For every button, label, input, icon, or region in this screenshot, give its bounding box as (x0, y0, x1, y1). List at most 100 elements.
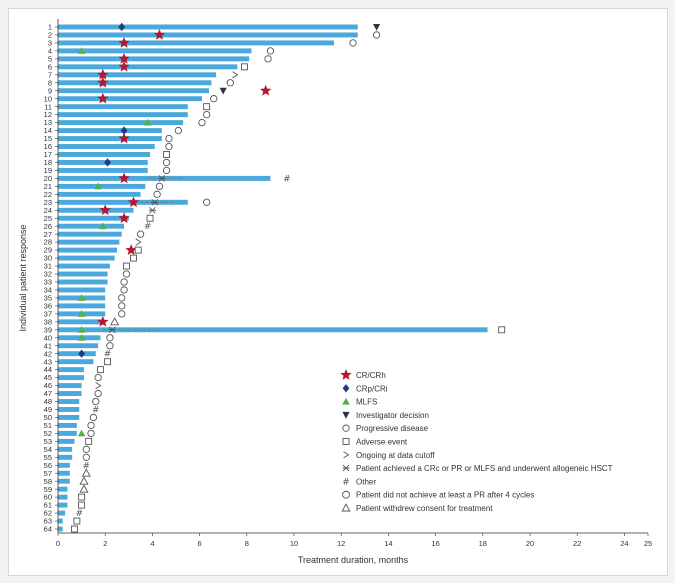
marker-cr-crh (118, 212, 130, 224)
y-tick-label: 1 (48, 23, 52, 32)
marker-adverse-event (134, 246, 142, 254)
patient-bar-26 (58, 223, 125, 229)
x-tick-label: 24 (620, 539, 628, 548)
marker-progressive-disease (372, 31, 381, 39)
marker-progressive-disease (89, 413, 98, 422)
y-tick-label: 59 (44, 485, 52, 494)
y-tick-label: 34 (44, 286, 52, 295)
y-tick-label: 33 (44, 278, 52, 287)
legend-symbol-investigator-decision (342, 411, 350, 419)
marker-progressive-disease (87, 421, 95, 430)
patient-bar-31 (58, 263, 110, 269)
figure-frame: 1 2 3 4 5 6 7 8 9 10 11 12 13 14 15 16 17 18 19 20 21 22 23 24 2… (8, 8, 668, 576)
marker-other: # (83, 461, 91, 471)
y-tick-label: 48 (44, 397, 52, 406)
patient-bar-54 (58, 446, 73, 452)
marker-cr-crh (259, 84, 272, 96)
marker-cr-crh (118, 52, 130, 64)
marker-progressive-disease (87, 429, 95, 438)
marker-adverse-event (163, 151, 171, 158)
y-tick-label: 28 (44, 238, 52, 247)
legend-symbol-cr-crh (340, 369, 352, 380)
marker-hsct (148, 206, 156, 214)
y-tick-label: 16 (44, 142, 52, 151)
y-tick-label: 56 (44, 461, 52, 470)
marker-hsct (151, 198, 159, 206)
x-tick-label: 18 (479, 539, 487, 548)
marker-cr-crh (118, 172, 130, 184)
patient-bar-12 (58, 112, 188, 118)
axes-layer (57, 19, 648, 534)
y-tick-label: 35 (44, 294, 52, 303)
marker-adverse-event (78, 493, 86, 501)
y-tick-label: 25 (44, 214, 52, 223)
markers-layer: # # # # # # (71, 22, 506, 533)
marker-adverse-event (71, 525, 78, 533)
legend-symbol-ongoing (343, 451, 350, 459)
patient-bar-14 (58, 128, 162, 134)
patient-bar-49 (58, 407, 80, 412)
y-tick-label: 8 (48, 78, 52, 87)
marker-cr-crh (118, 132, 130, 144)
y-tick-label: 24 (44, 206, 52, 215)
marker-withdrew-consent (79, 476, 89, 485)
swimmer-plot: 1234567891011121314151617181920212223242… (18, 19, 652, 565)
y-tick-label: 5 (48, 54, 52, 63)
legend-label: Adverse event (356, 438, 408, 447)
patient-bar-27 (58, 231, 122, 237)
marker-adverse-event (122, 262, 130, 270)
patient-bar-47 (58, 391, 82, 397)
legend-symbol-mlfs (342, 397, 350, 405)
marker-adverse-event (78, 501, 86, 509)
y-tick-label: 51 (44, 421, 52, 430)
legend-symbol-crp-cri (342, 384, 350, 393)
y-tick-label: 52 (44, 429, 52, 438)
marker-progressive-disease (203, 110, 211, 119)
y-tick-label: 2 (48, 31, 52, 40)
marker-cr-crh (97, 76, 109, 88)
legend-label: Patient withdrew consent for treatment (356, 504, 493, 513)
x-tick-label: 6 (198, 539, 202, 548)
patient-bar-13 (58, 120, 184, 126)
patient-bar-58 (58, 478, 70, 484)
y-tick-label: 64 (44, 525, 52, 534)
patient-bar-46 (58, 383, 82, 389)
marker-investigator-decision (219, 87, 227, 95)
patient-bar-9 (58, 88, 210, 94)
patient-bar-57 (58, 470, 70, 476)
patient-bar-4 (58, 48, 252, 54)
marker-other: # (75, 509, 83, 519)
y-tick-label: 3 (48, 39, 52, 48)
y-tick-label: 6 (48, 62, 52, 71)
marker-withdrew-consent (110, 317, 120, 326)
x-tick-label: 10 (290, 539, 298, 548)
marker-other: # (283, 174, 291, 184)
marker-crp-cri (104, 158, 111, 167)
y-tick-label: 38 (44, 317, 52, 326)
marker-progressive-disease (122, 270, 131, 278)
marker-progressive-disease (106, 334, 114, 342)
marker-progressive-disease (226, 79, 234, 87)
marker-adverse-event (498, 326, 506, 334)
marker-cr-crh (97, 68, 109, 80)
legend-label: CRp/CRi (356, 384, 388, 393)
y-tick-label: 13 (44, 118, 52, 127)
y-tick-label: 14 (44, 126, 52, 135)
x-tick-label: 25 (644, 539, 652, 548)
patient-bar-22 (58, 191, 141, 197)
patient-bar-28 (58, 239, 120, 245)
y-tick-label: 49 (44, 405, 52, 414)
marker-hsct (158, 175, 166, 182)
y-tick-label: 12 (44, 110, 52, 119)
y-tick-label: 23 (44, 198, 52, 207)
marker-progressive-disease (264, 55, 272, 63)
marker-progressive-disease (118, 294, 126, 302)
x-tick-label: 14 (384, 539, 392, 548)
patient-bar-39 (58, 327, 488, 333)
legend-label: Investigator decision (356, 411, 429, 420)
patient-bar-43 (58, 359, 94, 365)
x-axis-title: Treatment duration, months (298, 555, 409, 565)
marker-crp-cri (78, 349, 85, 358)
y-tick-label: 7 (48, 70, 52, 79)
patient-bar-30 (58, 255, 115, 261)
